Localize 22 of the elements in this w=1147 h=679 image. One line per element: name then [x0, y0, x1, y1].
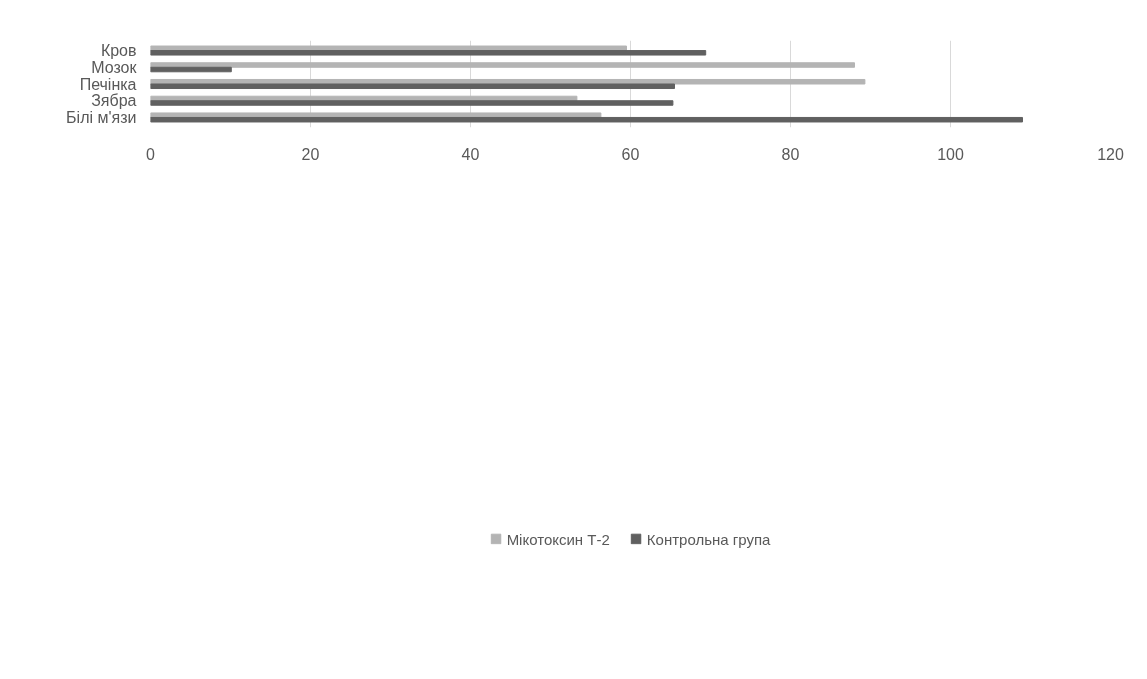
bar: [150, 62, 855, 68]
legend-label: Контрольна група: [646, 530, 771, 548]
y-tick-label: Мозок: [91, 58, 138, 76]
y-tick-label: Зябра: [91, 92, 137, 110]
bar: [150, 83, 675, 90]
x-tick-label: 100: [937, 145, 964, 163]
bar: [150, 100, 674, 106]
y-tick-label: Кров: [100, 42, 137, 60]
bar: [150, 112, 602, 118]
bar: [150, 45, 627, 52]
bar: [150, 116, 1023, 123]
bar: [150, 50, 707, 56]
y-tick-label: Печінка: [79, 75, 137, 93]
bar: [150, 66, 232, 73]
x-tick-label: 20: [301, 145, 320, 163]
x-tick-label: 60: [621, 145, 640, 163]
x-tick-label: 80: [781, 145, 800, 163]
y-tick-label: Білі м'язи: [66, 108, 137, 126]
x-tick-label: 120: [1097, 145, 1124, 163]
x-tick-label: 0: [146, 145, 156, 163]
x-tick-label: 40: [461, 145, 480, 163]
legend-label: Мікотоксин Т-2: [506, 530, 610, 548]
